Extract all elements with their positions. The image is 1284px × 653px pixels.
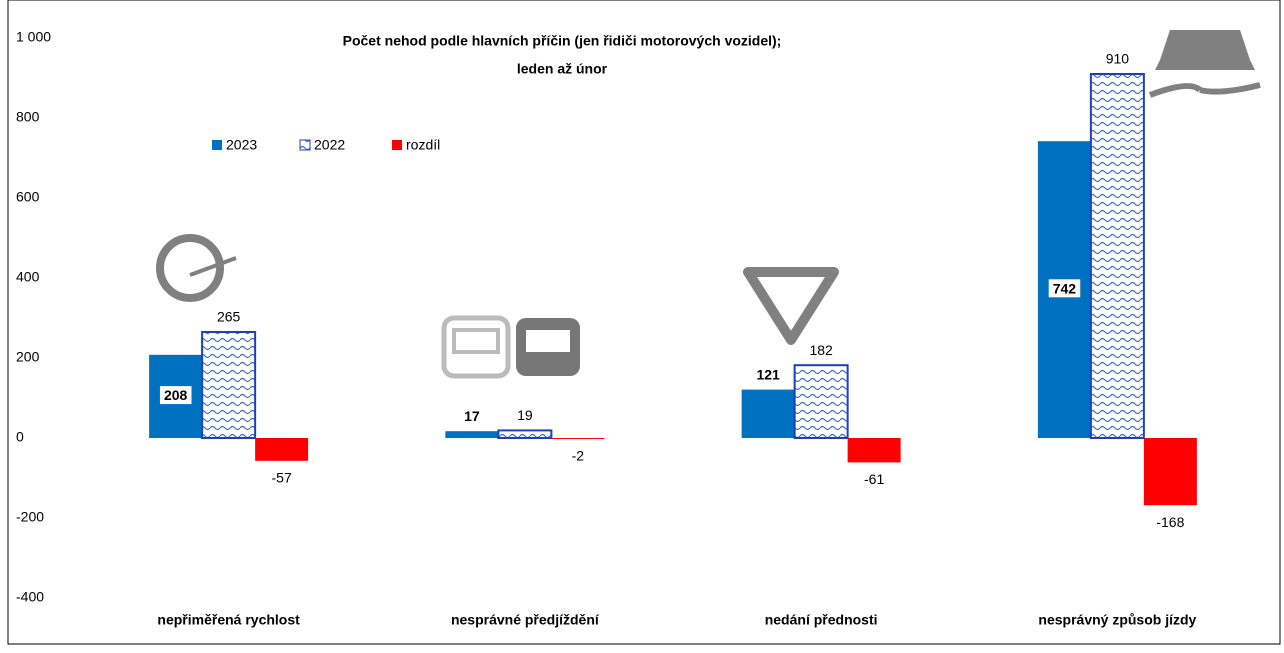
x-tick-label: nedání přednosti: [765, 612, 878, 628]
y-tick-label: 800: [16, 109, 40, 125]
legend-swatch: [299, 139, 311, 151]
y-tick-label: 1 000: [16, 29, 51, 45]
data-label-box: [159, 386, 192, 405]
data-label-box: [752, 365, 785, 384]
data-label-box: [460, 406, 484, 425]
y-tick-label: -400: [16, 589, 44, 605]
chart-title: Počet nehod podle hlavních příčin (jen ř…: [343, 33, 782, 49]
data-label: 265: [217, 309, 241, 325]
legend-label: 2022: [314, 137, 345, 153]
frame: [7, 0, 1281, 645]
chart-title: leden až únor: [517, 61, 608, 77]
bar: [255, 438, 309, 461]
speedometer-icon: [156, 234, 237, 302]
x-tick-label: nesprávný způsob jízdy: [1038, 612, 1196, 628]
data-label: 19: [517, 407, 533, 423]
legend-swatch: [392, 140, 402, 150]
legend-label: 2023: [226, 137, 257, 153]
data-label: -61: [864, 471, 884, 487]
legend-label: rozdíl: [406, 137, 440, 153]
bar: [741, 389, 795, 438]
bar: [551, 438, 605, 439]
bar: [445, 431, 499, 438]
y-tick-label: -200: [16, 509, 44, 525]
y-tick-label: 400: [16, 269, 40, 285]
skid-car-icon: [1148, 30, 1261, 98]
data-label: -168: [1156, 514, 1184, 530]
x-tick-label: nesprávné předjíždění: [451, 612, 600, 628]
bar: [1089, 73, 1145, 439]
bar: [793, 364, 849, 440]
data-label: 17: [464, 408, 480, 424]
data-label: 182: [809, 342, 833, 358]
data-label: 121: [756, 366, 780, 382]
data-label: -2: [572, 448, 585, 464]
data-label: 208: [164, 387, 188, 403]
bar: [201, 331, 257, 439]
y-tick-label: 600: [16, 189, 40, 205]
y-tick-label: 0: [16, 429, 24, 445]
data-label: 910: [1106, 51, 1130, 67]
bar: [1143, 438, 1197, 506]
y-tick-label: 200: [16, 349, 40, 365]
x-tick-label: nepřiměřená rychlost: [157, 612, 300, 628]
legend-swatch: [212, 140, 222, 150]
bus-icons: [441, 315, 580, 379]
data-label-box: [1048, 279, 1081, 298]
data-label: 742: [1053, 280, 1077, 296]
bar: [847, 438, 901, 463]
data-label: -57: [272, 470, 292, 486]
bar: [497, 429, 553, 439]
yield-sign-icon: [743, 267, 839, 345]
